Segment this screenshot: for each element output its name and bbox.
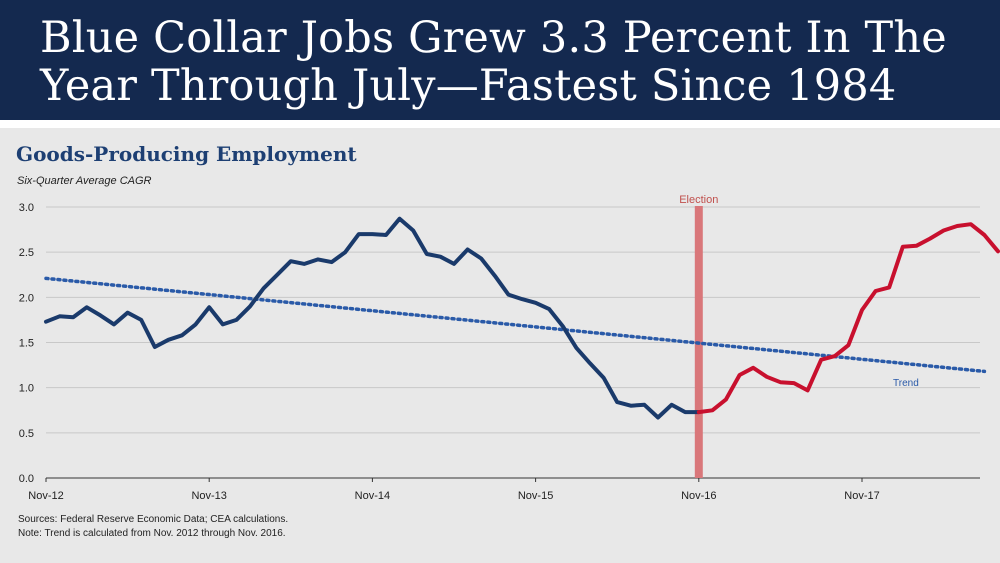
y-tick-label: 2.0 bbox=[19, 292, 34, 304]
series-line-post-election bbox=[696, 222, 1000, 415]
y-tick-label: 0.5 bbox=[19, 428, 34, 440]
banner-divider bbox=[0, 120, 1000, 128]
x-tick-label: Nov-16 bbox=[681, 490, 716, 502]
chart-title: Goods-Producing Employment bbox=[16, 142, 357, 166]
election-label: Election bbox=[679, 194, 718, 206]
header-banner: Blue Collar Jobs Grew 3.3 Percent In The… bbox=[0, 0, 1000, 120]
gridlines bbox=[46, 206, 980, 434]
election-marker: Election bbox=[679, 194, 718, 478]
trend-label: Trend bbox=[893, 378, 919, 389]
y-tick-label: 0.0 bbox=[19, 473, 34, 485]
x-tick-label: Nov-12 bbox=[28, 490, 63, 502]
axes: 0.0 0.5 1.0 1.5 2.0 2.5 3.0 Nov-12 Nov-13 Nov-14 N… bbox=[19, 202, 980, 502]
headline: Blue Collar Jobs Grew 3.3 Percent In The… bbox=[40, 13, 947, 111]
y-tick-label: 2.5 bbox=[19, 247, 34, 259]
series-group bbox=[44, 216, 1000, 420]
y-tick-label: 1.0 bbox=[19, 383, 34, 395]
y-tick-label: 1.5 bbox=[19, 338, 34, 350]
x-tick-label: Nov-14 bbox=[355, 490, 390, 502]
y-tick-label: 3.0 bbox=[19, 202, 34, 214]
footnote-sources: Sources: Federal Reserve Economic Data; … bbox=[18, 514, 289, 525]
footnote-note: Note: Trend is calculated from Nov. 2012… bbox=[18, 528, 286, 539]
trend-line bbox=[44, 276, 987, 374]
x-tick-label: Nov-15 bbox=[518, 490, 553, 502]
x-tick-label: Nov-17 bbox=[844, 490, 879, 502]
series-line-pre-election bbox=[44, 216, 701, 420]
x-tick-label: Nov-13 bbox=[191, 490, 226, 502]
chart-subtitle: Six-Quarter Average CAGR bbox=[17, 175, 152, 187]
